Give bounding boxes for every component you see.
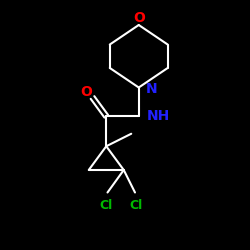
Text: N: N: [146, 82, 158, 96]
Text: NH: NH: [146, 109, 170, 123]
Text: Cl: Cl: [100, 199, 113, 212]
Text: O: O: [133, 11, 145, 25]
Text: O: O: [80, 85, 92, 99]
Text: Cl: Cl: [130, 199, 143, 212]
